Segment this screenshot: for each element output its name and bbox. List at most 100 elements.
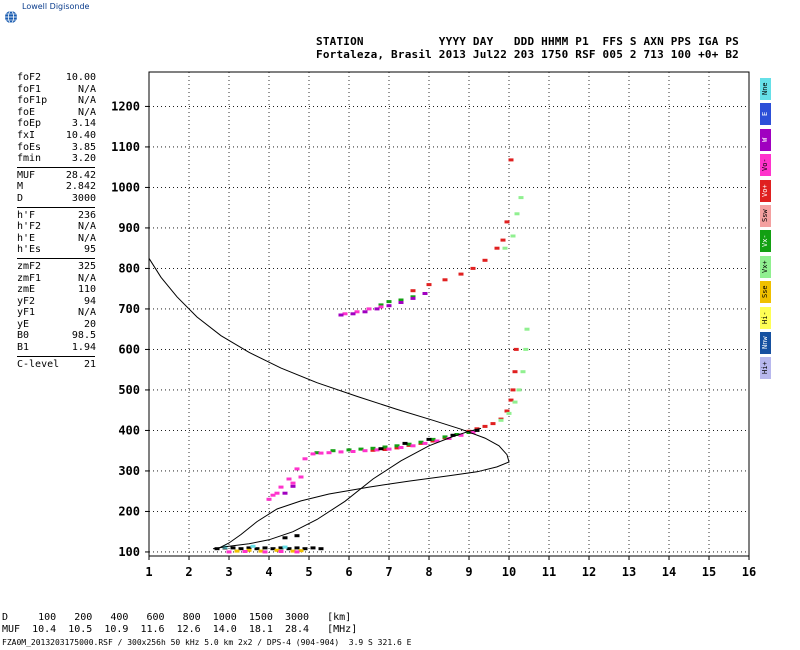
panel-separator bbox=[17, 355, 95, 357]
y-tick-label: 1200 bbox=[111, 99, 140, 113]
param-label: h'F bbox=[17, 209, 36, 221]
param-label: D bbox=[17, 192, 24, 204]
param-value: 94 bbox=[83, 295, 96, 307]
echo-point bbox=[362, 310, 368, 314]
echo-point bbox=[434, 439, 440, 443]
param-row: h'F 236 bbox=[0, 210, 138, 222]
legend-item: Nne bbox=[760, 78, 771, 100]
legend-label: Vo+ bbox=[761, 184, 769, 197]
echo-point bbox=[498, 418, 504, 422]
param-value: 3000 bbox=[71, 192, 96, 204]
profile-line bbox=[148, 258, 510, 550]
echo-point bbox=[510, 234, 516, 238]
profile-line bbox=[212, 427, 482, 550]
echo-point bbox=[274, 548, 280, 552]
param-label: foF2 bbox=[17, 72, 42, 83]
echo-point bbox=[454, 433, 460, 436]
param-row: yF2 94 bbox=[0, 296, 138, 308]
echo-point bbox=[262, 550, 268, 554]
echo-point bbox=[482, 258, 488, 262]
legend-label: Hi+ bbox=[761, 361, 769, 375]
param-label: h'E bbox=[17, 232, 36, 244]
x-tick-label: 15 bbox=[702, 565, 716, 579]
echo-point bbox=[430, 437, 436, 441]
y-tick-label: 300 bbox=[118, 464, 140, 478]
echo-point bbox=[278, 485, 284, 489]
echo-point bbox=[270, 493, 276, 497]
echo-point bbox=[378, 305, 384, 309]
param-row: zmE 110 bbox=[0, 284, 138, 296]
x-tick-label: 12 bbox=[582, 565, 596, 579]
param-row: B1 1.94 bbox=[0, 342, 138, 354]
legend-label: Sse bbox=[761, 285, 769, 299]
y-tick-label: 600 bbox=[118, 342, 140, 356]
echo-point bbox=[278, 550, 284, 553]
param-label: zmE bbox=[17, 284, 36, 296]
y-tick-label: 1000 bbox=[111, 180, 140, 194]
echo-point bbox=[238, 547, 244, 551]
echo-point bbox=[318, 547, 324, 551]
echo-point bbox=[382, 445, 388, 449]
legend-label: Hi- bbox=[761, 311, 769, 324]
y-tick-label: 800 bbox=[118, 261, 140, 275]
echo-point bbox=[398, 446, 404, 449]
param-row: zmF2 325 bbox=[0, 261, 138, 273]
param-row: zmF1 N/A bbox=[0, 273, 138, 285]
echo-point bbox=[266, 497, 272, 501]
param-label: foF1 bbox=[17, 83, 42, 95]
param-value: N/A bbox=[77, 95, 96, 107]
echo-point bbox=[402, 441, 408, 445]
echo-point bbox=[282, 545, 288, 549]
param-value: 325 bbox=[77, 260, 96, 272]
echo-point bbox=[290, 549, 296, 553]
param-row: h'E N/A bbox=[0, 233, 138, 245]
x-tick-label: 11 bbox=[542, 565, 556, 579]
param-value: N/A bbox=[77, 272, 96, 284]
echo-point bbox=[394, 444, 400, 448]
param-row: B0 98.5 bbox=[0, 330, 138, 342]
echo-point bbox=[514, 212, 520, 216]
legend-label: Nnw bbox=[761, 336, 769, 350]
param-value: N/A bbox=[77, 232, 96, 244]
param-value: 95 bbox=[83, 244, 96, 256]
legend-label: E bbox=[761, 112, 769, 117]
x-tick-label: 2 bbox=[185, 565, 192, 579]
echo-point bbox=[386, 447, 392, 451]
echo-point bbox=[370, 448, 376, 452]
panel-separator bbox=[17, 206, 95, 208]
echo-point bbox=[442, 435, 448, 439]
echo-point bbox=[318, 451, 324, 455]
polarization-legend: Nne E W Vo- Vo+ Ssw Vx- Vx+ Sse Hi- Nnw Hi+ bbox=[760, 78, 772, 383]
echo-point bbox=[513, 347, 519, 351]
param-label: C-level bbox=[17, 358, 60, 370]
param-label: foEp bbox=[17, 118, 42, 130]
echo-point bbox=[302, 457, 308, 461]
param-label: yF1 bbox=[17, 307, 36, 319]
param-value: 21 bbox=[83, 358, 96, 370]
echo-point bbox=[278, 546, 284, 550]
param-row: foF2 10.00 bbox=[0, 72, 138, 84]
param-label: yE bbox=[17, 318, 30, 330]
echo-point bbox=[470, 266, 476, 270]
echo-point bbox=[406, 442, 412, 446]
param-label: zmF1 bbox=[17, 272, 42, 284]
echo-point bbox=[350, 312, 356, 316]
param-row: foEp 3.14 bbox=[0, 118, 138, 130]
legend-item: Hi- bbox=[760, 306, 771, 329]
x-tick-label: 6 bbox=[345, 565, 352, 579]
echo-point bbox=[504, 220, 510, 224]
echo-point bbox=[246, 546, 252, 550]
legend-item: Vx+ bbox=[760, 255, 771, 278]
param-row: MUF 28.42 bbox=[0, 170, 138, 182]
x-tick-label: 14 bbox=[662, 565, 676, 579]
echo-point bbox=[382, 448, 388, 451]
legend-label: Vx+ bbox=[761, 260, 769, 274]
x-tick-label: 3 bbox=[225, 565, 232, 579]
echo-point bbox=[516, 388, 522, 392]
legend-item: Ssw bbox=[760, 204, 771, 227]
echo-point bbox=[354, 310, 360, 314]
param-value: 110 bbox=[77, 284, 96, 296]
param-row: fxI 10.40 bbox=[0, 130, 138, 142]
x-tick-label: 10 bbox=[502, 565, 516, 579]
legend-label: Ssw bbox=[761, 209, 769, 223]
